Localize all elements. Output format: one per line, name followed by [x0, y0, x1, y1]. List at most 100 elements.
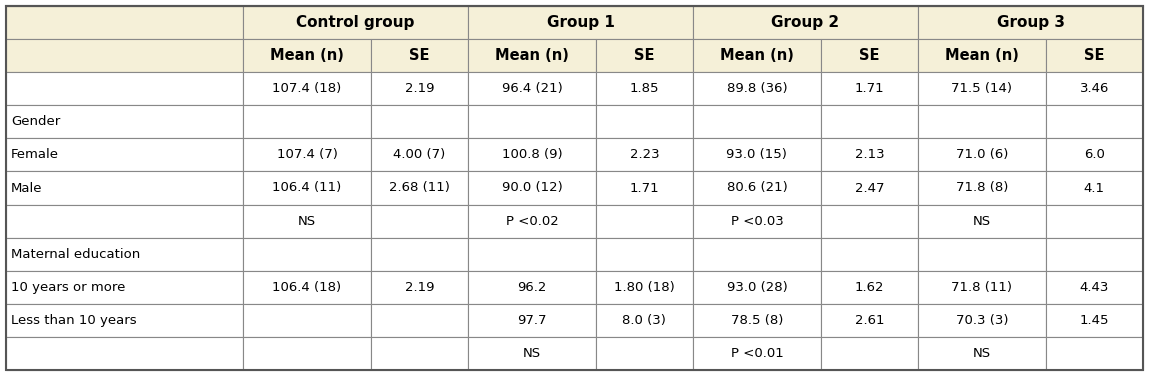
Bar	[244, 337, 371, 370]
Bar	[6, 337, 244, 370]
Bar	[468, 171, 596, 205]
Bar	[244, 205, 371, 238]
Bar	[596, 171, 693, 205]
Text: SE: SE	[634, 48, 655, 63]
Bar	[693, 238, 820, 271]
Text: 90.0 (12): 90.0 (12)	[502, 182, 562, 194]
Bar	[468, 337, 596, 370]
Bar	[468, 105, 596, 138]
Bar	[693, 138, 820, 171]
Bar	[1046, 105, 1143, 138]
Bar	[371, 271, 468, 304]
Text: 93.0 (15): 93.0 (15)	[726, 149, 787, 161]
Bar	[820, 238, 918, 271]
Text: 1.71: 1.71	[630, 182, 660, 194]
Bar	[918, 39, 1046, 72]
Text: NS: NS	[973, 215, 990, 227]
Text: 2.47: 2.47	[855, 182, 884, 194]
Bar	[918, 205, 1046, 238]
Bar	[596, 238, 693, 271]
Bar	[918, 105, 1046, 138]
Text: 71.8 (11): 71.8 (11)	[951, 281, 1012, 294]
Bar	[1046, 238, 1143, 271]
Text: 6.0: 6.0	[1084, 149, 1105, 161]
Text: 107.4 (18): 107.4 (18)	[272, 82, 341, 95]
Text: 97.7: 97.7	[517, 314, 547, 327]
Text: 100.8 (9): 100.8 (9)	[502, 149, 562, 161]
Text: Gender: Gender	[11, 115, 60, 128]
Text: 78.5 (8): 78.5 (8)	[731, 314, 784, 327]
Bar	[596, 72, 693, 105]
Bar	[820, 39, 918, 72]
Bar	[6, 138, 244, 171]
Text: P <0.02: P <0.02	[506, 215, 558, 227]
Text: 71.5 (14): 71.5 (14)	[951, 82, 1012, 95]
Text: 1.85: 1.85	[630, 82, 660, 95]
Text: Mean (n): Mean (n)	[720, 48, 794, 63]
Text: 2.61: 2.61	[855, 314, 884, 327]
Bar	[6, 72, 244, 105]
Text: Female: Female	[11, 149, 59, 161]
Text: NS: NS	[298, 215, 316, 227]
Bar	[693, 171, 820, 205]
Text: Group 1: Group 1	[547, 15, 615, 30]
Bar	[596, 138, 693, 171]
Text: 80.6 (21): 80.6 (21)	[726, 182, 787, 194]
Bar	[468, 238, 596, 271]
Bar	[1046, 337, 1143, 370]
Text: Group 3: Group 3	[996, 15, 1064, 30]
Text: 4.43: 4.43	[1080, 281, 1109, 294]
Text: Mean (n): Mean (n)	[270, 48, 344, 63]
Text: SE: SE	[409, 48, 430, 63]
Bar	[693, 72, 820, 105]
Bar	[1046, 138, 1143, 171]
Bar	[596, 205, 693, 238]
Bar	[468, 72, 596, 105]
Bar	[596, 39, 693, 72]
Text: NS: NS	[523, 347, 541, 360]
Text: 96.2: 96.2	[517, 281, 547, 294]
Bar	[468, 271, 596, 304]
Bar	[244, 39, 371, 72]
Text: 2.68 (11): 2.68 (11)	[390, 182, 450, 194]
Bar	[244, 72, 371, 105]
Bar	[244, 138, 371, 171]
Bar	[1046, 271, 1143, 304]
Text: Maternal education: Maternal education	[11, 248, 140, 261]
Text: 2.23: 2.23	[630, 149, 660, 161]
Text: 4.00 (7): 4.00 (7)	[393, 149, 446, 161]
Bar	[693, 105, 820, 138]
Bar	[6, 238, 244, 271]
Text: Mean (n): Mean (n)	[495, 48, 569, 63]
Bar	[918, 6, 1143, 39]
Text: NS: NS	[973, 347, 990, 360]
Text: 2.19: 2.19	[404, 82, 434, 95]
Text: Male: Male	[11, 182, 43, 194]
Text: 96.4 (21): 96.4 (21)	[502, 82, 562, 95]
Bar	[468, 205, 596, 238]
Bar	[918, 337, 1046, 370]
Bar	[371, 238, 468, 271]
Bar	[244, 271, 371, 304]
Bar	[6, 105, 244, 138]
Text: Group 2: Group 2	[771, 15, 840, 30]
Text: Mean (n): Mean (n)	[944, 48, 1019, 63]
Bar	[6, 39, 244, 72]
Bar	[820, 304, 918, 337]
Text: P <0.01: P <0.01	[731, 347, 784, 360]
Bar	[820, 205, 918, 238]
Text: 71.0 (6): 71.0 (6)	[956, 149, 1008, 161]
Bar	[918, 304, 1046, 337]
Bar	[820, 171, 918, 205]
Text: 71.8 (8): 71.8 (8)	[956, 182, 1008, 194]
Bar	[371, 105, 468, 138]
Text: Control group: Control group	[296, 15, 415, 30]
Text: P <0.03: P <0.03	[731, 215, 784, 227]
Bar	[244, 238, 371, 271]
Bar	[693, 337, 820, 370]
Text: 93.0 (28): 93.0 (28)	[726, 281, 787, 294]
Text: 8.0 (3): 8.0 (3)	[623, 314, 666, 327]
Bar	[371, 39, 468, 72]
Bar	[371, 171, 468, 205]
Text: 3.46: 3.46	[1080, 82, 1109, 95]
